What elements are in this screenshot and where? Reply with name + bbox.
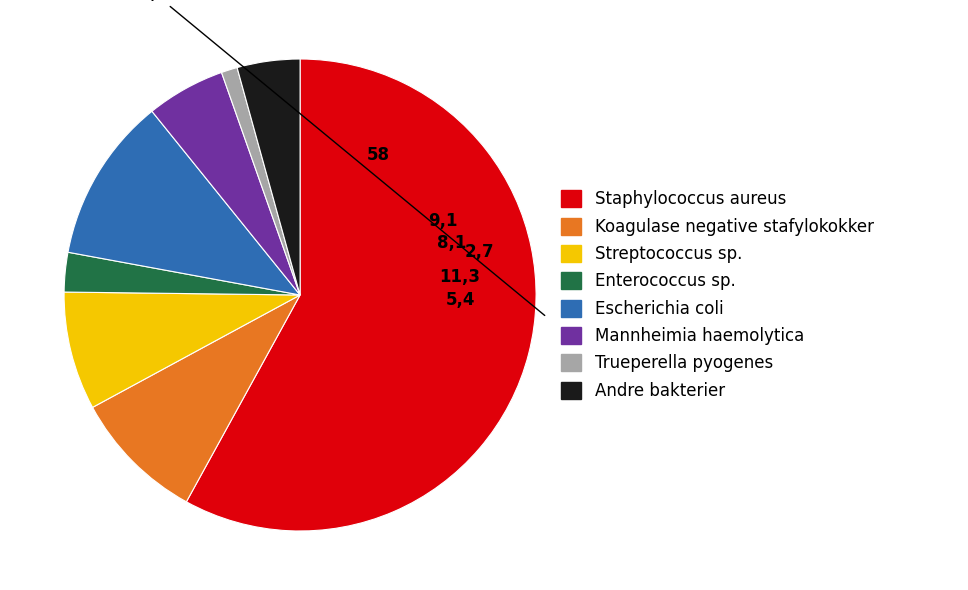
Text: 5,4: 5,4 xyxy=(445,291,475,309)
Text: 1,1: 1,1 xyxy=(139,0,545,316)
Text: 2,7: 2,7 xyxy=(465,243,494,261)
Wedge shape xyxy=(237,59,300,295)
Legend: Staphylococcus aureus, Koagulase negative stafylokokker, Streptococcus sp., Ente: Staphylococcus aureus, Koagulase negativ… xyxy=(557,185,879,405)
Wedge shape xyxy=(152,73,300,295)
Text: 9,1: 9,1 xyxy=(428,212,457,230)
Text: 58: 58 xyxy=(366,146,389,163)
Wedge shape xyxy=(187,59,536,531)
Text: 8,1: 8,1 xyxy=(438,234,467,252)
Wedge shape xyxy=(64,292,300,407)
Wedge shape xyxy=(68,112,300,295)
Wedge shape xyxy=(222,68,300,295)
Wedge shape xyxy=(64,253,300,295)
Wedge shape xyxy=(93,295,300,502)
Text: 11,3: 11,3 xyxy=(439,268,480,286)
